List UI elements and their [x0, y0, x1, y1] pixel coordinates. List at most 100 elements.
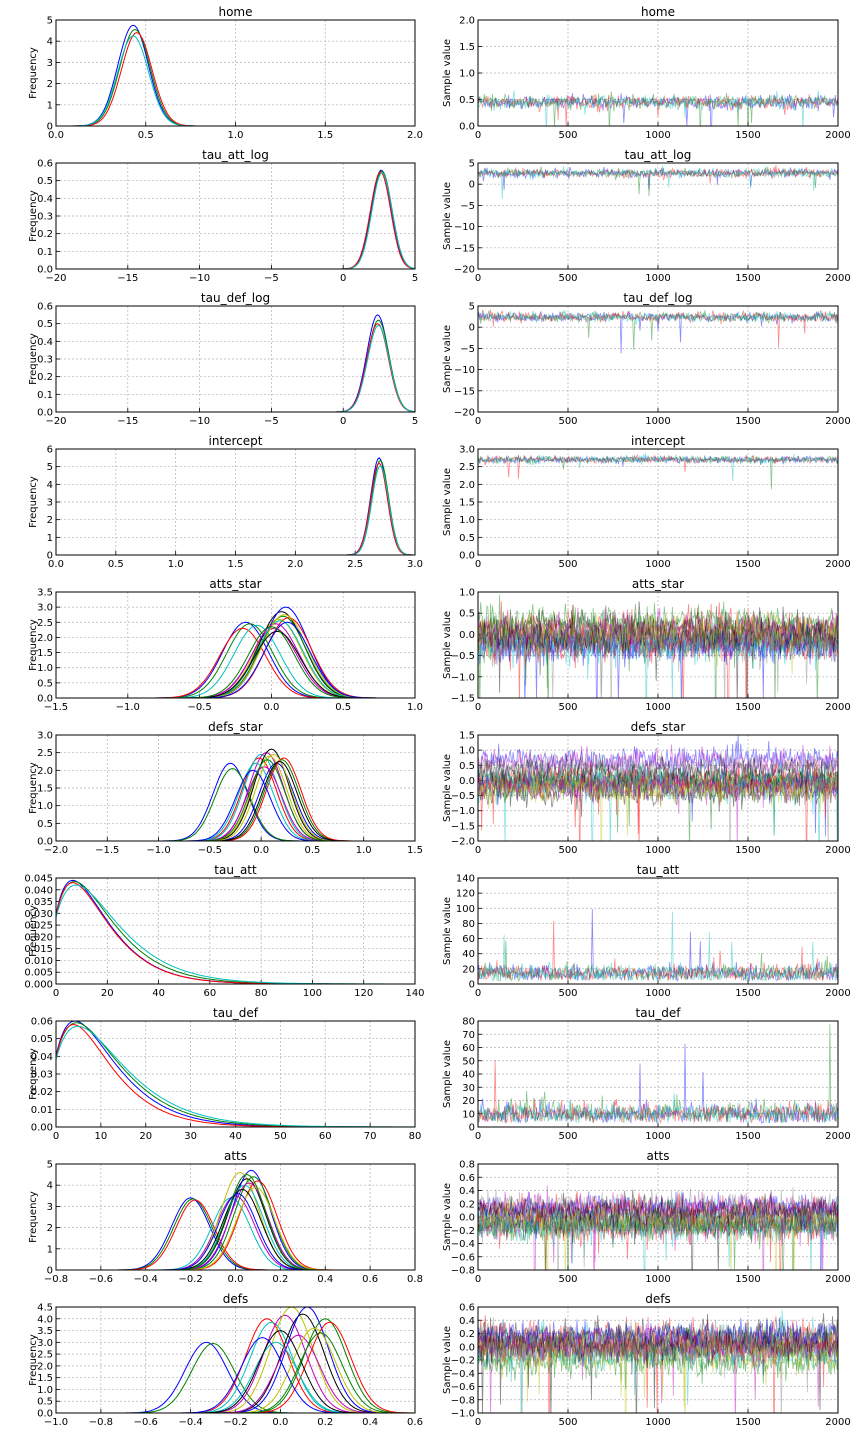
density-series — [56, 1307, 415, 1413]
series-group — [56, 24, 415, 126]
y-tick-label: 0.5 — [459, 761, 475, 772]
y-tick-label: 10 — [462, 1109, 475, 1120]
series-group — [56, 314, 415, 412]
series-group — [478, 1185, 838, 1270]
y-tick-label: 1.5 — [37, 1373, 53, 1384]
x-tick-label: 500 — [558, 702, 577, 713]
trace-series — [478, 772, 838, 841]
x-tick-label: 0.5 — [304, 845, 320, 856]
trace-series — [478, 1321, 838, 1406]
y-tick-label: −1.0 — [451, 1409, 475, 1420]
density-series — [56, 465, 415, 555]
y-tick-label: 2.5 — [37, 1350, 53, 1361]
plot-frame — [477, 877, 839, 985]
x-tick-label: −5 — [264, 273, 279, 284]
subplot-title: tau_att_log — [202, 148, 269, 162]
density-series — [56, 1337, 415, 1413]
trace-series — [478, 1185, 838, 1270]
trace-series — [478, 1205, 838, 1270]
x-tick-label: −1.5 — [44, 702, 68, 713]
x-tick-label: 2000 — [825, 273, 850, 284]
y-tick-label: 3 — [47, 1202, 53, 1213]
y-tick-label: 4 — [47, 480, 53, 491]
plot-area — [56, 592, 415, 698]
x-tick-label: −0.2 — [223, 1417, 247, 1428]
y-tick-label: −1.0 — [451, 806, 475, 817]
trace-series — [478, 1202, 838, 1270]
x-tick-label: 1000 — [645, 130, 670, 141]
subplot-0: 0.0 0.5 1.0 1.5 2.0 0 1 2 3 4 5 home Frequency — [28, 5, 423, 141]
density-series — [56, 1193, 415, 1270]
subplot-title: tau_def — [636, 1006, 682, 1020]
series-group — [56, 1169, 415, 1270]
trace-series — [478, 166, 838, 197]
plot-frame — [477, 1163, 839, 1271]
plot-frame — [55, 162, 416, 270]
y-tick-label: −20 — [454, 408, 475, 419]
y-tick-label: 0.2 — [459, 1199, 475, 1210]
y-axis-label: Sample value — [442, 1040, 453, 1108]
subplot-title: tau_att_log — [625, 148, 692, 162]
x-tick-label: 0 — [53, 1131, 59, 1142]
y-tick-label: 60 — [462, 1043, 475, 1054]
density-series — [56, 623, 415, 698]
y-tick-label: 6 — [47, 445, 53, 456]
y-tick-label: −5 — [460, 201, 475, 212]
trace-series — [478, 1201, 838, 1270]
trace-series — [478, 622, 838, 698]
density-series — [56, 32, 415, 126]
x-tick-label: 2.0 — [287, 559, 303, 570]
subplot-19: 0 500 1000 1500 2000 −1.0 −0.8 −0.6 −0.4 −0.2 0.0 0… — [442, 1292, 851, 1428]
y-tick-label: 0.3 — [37, 212, 53, 223]
subplot-13: 0 500 1000 1500 2000 0 20 40 60 80 100 120 140 tau_at… — [442, 863, 851, 999]
x-tick-label: 0 — [475, 845, 481, 856]
y-tick-label: 3.0 — [37, 1338, 53, 1349]
x-tick-label: 0 — [475, 988, 481, 999]
x-tick-label: 100 — [303, 988, 322, 999]
trace-series — [478, 777, 838, 817]
x-tick-label: 20 — [139, 1131, 152, 1142]
y-tick-label: 1.5 — [459, 498, 475, 509]
y-tick-label: −1.0 — [451, 672, 475, 683]
density-series — [56, 171, 415, 269]
plot-frame — [55, 1306, 416, 1414]
x-tick-label: −2.0 — [44, 845, 68, 856]
density-series — [56, 1332, 415, 1413]
x-tick-label: −20 — [45, 273, 66, 284]
x-tick-label: 2000 — [825, 1274, 850, 1285]
subplot-15: 0 500 1000 1500 200001020304050607080tau_def… — [442, 1006, 851, 1142]
series-group — [478, 452, 838, 490]
series-group — [478, 594, 838, 698]
trace-series — [478, 1199, 838, 1270]
y-tick-label: 0.01 — [31, 1105, 53, 1116]
y-tick-label: 0.5 — [37, 176, 53, 187]
x-tick-label: 0.6 — [407, 1417, 423, 1428]
trace-series — [478, 89, 838, 126]
trace-series — [478, 616, 838, 681]
trace-series — [478, 1093, 838, 1124]
subplot-17: 0 500 1000 1500 2000 −0.8 −0.6 −0.4 −0.2 0.0 0.2 0.… — [442, 1149, 851, 1285]
x-tick-label: 0 — [340, 273, 346, 284]
subplot-10: −2.0 −1.5 −1.0 −0.5 0.0 0.5 1.0 1.5 0.0 0.5 1.0 1.5… — [28, 720, 423, 856]
y-tick-label: 0.5 — [37, 319, 53, 330]
y-tick-label: 20 — [462, 1096, 475, 1107]
plot-frame — [55, 877, 416, 985]
subplot-title: tau_att — [637, 863, 680, 877]
y-tick-label: −0.5 — [451, 791, 475, 802]
x-tick-label: 500 — [558, 273, 577, 284]
y-tick-label: −1.5 — [451, 821, 475, 832]
x-tick-label: 1.5 — [407, 845, 423, 856]
y-tick-label: 3.5 — [37, 588, 53, 599]
density-series — [56, 769, 415, 841]
x-tick-label: 0.4 — [317, 1274, 333, 1285]
plot-frame — [477, 1020, 839, 1128]
y-tick-label: −0.5 — [451, 651, 475, 662]
trace-series — [478, 1323, 838, 1413]
density-series — [56, 24, 415, 126]
x-tick-label: 120 — [354, 988, 373, 999]
x-tick-label: 1.0 — [228, 130, 244, 141]
trace-series — [478, 755, 838, 841]
x-tick-label: 1000 — [645, 845, 670, 856]
x-tick-label: 500 — [558, 845, 577, 856]
density-series — [56, 762, 415, 841]
